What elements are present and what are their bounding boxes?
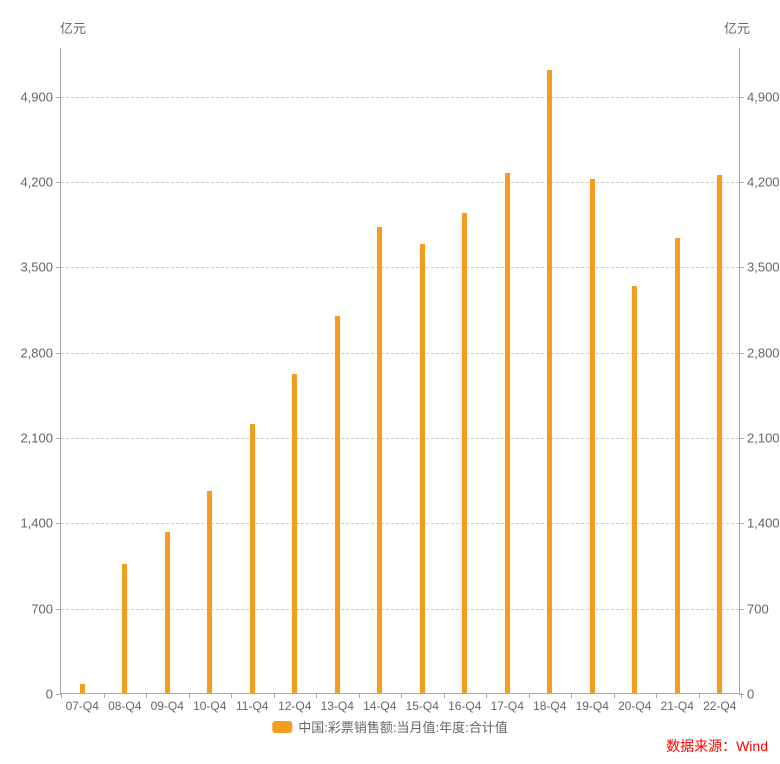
y-tick-label-left: 4,900 (20, 89, 53, 104)
data-source: 数据来源：Wind (666, 736, 768, 756)
bar (165, 532, 170, 693)
x-tick-label: 07-Q4 (66, 699, 99, 713)
x-tick-mark (444, 693, 445, 698)
y-tick-label-right: 4,900 (747, 89, 780, 104)
x-tick-label: 11-Q4 (236, 699, 268, 713)
chart-container: 亿元 亿元 007007001,4001,4002,1002,1002,8002… (0, 0, 780, 764)
y-tick-mark (56, 182, 61, 183)
x-tick-label: 20-Q4 (618, 699, 651, 713)
x-tick-label: 12-Q4 (278, 699, 311, 713)
x-tick-mark (61, 693, 62, 698)
bar (420, 244, 425, 693)
gridline (61, 97, 739, 98)
y-tick-mark (739, 438, 744, 439)
x-tick-mark (401, 693, 402, 698)
bar (207, 491, 212, 693)
y-tick-mark (56, 609, 61, 610)
y-tick-label-right: 3,500 (747, 260, 780, 275)
y-tick-label-left: 700 (31, 601, 53, 616)
y-tick-mark (739, 267, 744, 268)
legend-label: 中国:彩票销售额:当月值:年度:合计值 (298, 717, 507, 736)
bar (675, 238, 680, 693)
bar (292, 374, 297, 693)
y-tick-mark (739, 523, 744, 524)
x-tick-mark (486, 693, 487, 698)
y-tick-label-right: 4,200 (747, 175, 780, 190)
bar (547, 70, 552, 693)
y-tick-label-left: 3,500 (20, 260, 53, 275)
x-tick-mark (274, 693, 275, 698)
y-tick-label-right: 2,800 (747, 345, 780, 360)
x-tick-mark (529, 693, 530, 698)
bar (80, 684, 85, 693)
gridline (61, 609, 739, 610)
bar (717, 175, 722, 693)
y-tick-label-left: 2,800 (20, 345, 53, 360)
y-tick-mark (56, 523, 61, 524)
x-tick-mark (316, 693, 317, 698)
gridline (61, 523, 739, 524)
x-tick-mark (231, 693, 232, 698)
bar (122, 564, 127, 693)
bar (335, 316, 340, 693)
bar (505, 173, 510, 693)
gridline (61, 182, 739, 183)
x-tick-label: 22-Q4 (703, 699, 736, 713)
x-tick-mark (614, 693, 615, 698)
x-tick-mark (571, 693, 572, 698)
x-tick-mark (656, 693, 657, 698)
bar (377, 227, 382, 693)
y-tick-mark (56, 353, 61, 354)
y-tick-mark (56, 97, 61, 98)
y-axis-title-left: 亿元 (60, 18, 86, 37)
bar (250, 424, 255, 693)
y-tick-mark (739, 609, 744, 610)
x-tick-label: 21-Q4 (661, 699, 694, 713)
y-tick-label-left: 0 (46, 687, 53, 702)
x-tick-mark (146, 693, 147, 698)
x-tick-label: 10-Q4 (193, 699, 226, 713)
y-tick-label-left: 2,100 (20, 431, 53, 446)
y-tick-mark (56, 438, 61, 439)
x-tick-label: 15-Q4 (406, 699, 439, 713)
y-tick-mark (739, 182, 744, 183)
x-tick-mark (741, 693, 742, 698)
x-tick-label: 08-Q4 (108, 699, 141, 713)
y-tick-label-left: 4,200 (20, 175, 53, 190)
plot-area: 007007001,4001,4002,1002,1002,8002,8003,… (60, 48, 740, 694)
y-axis-title-right: 亿元 (724, 18, 750, 37)
x-tick-mark (699, 693, 700, 698)
gridline (61, 267, 739, 268)
y-tick-label-right: 0 (747, 687, 754, 702)
x-tick-label: 13-Q4 (321, 699, 354, 713)
x-tick-label: 16-Q4 (448, 699, 481, 713)
y-tick-mark (739, 353, 744, 354)
y-tick-label-right: 700 (747, 601, 769, 616)
bar (632, 286, 637, 693)
x-tick-mark (189, 693, 190, 698)
gridline (61, 353, 739, 354)
legend-swatch (272, 721, 292, 733)
x-tick-mark (104, 693, 105, 698)
y-tick-label-right: 1,400 (747, 516, 780, 531)
x-tick-label: 17-Q4 (491, 699, 524, 713)
legend: 中国:彩票销售额:当月值:年度:合计值 (272, 717, 507, 736)
y-tick-mark (739, 97, 744, 98)
y-tick-mark (56, 267, 61, 268)
gridline (61, 438, 739, 439)
bar (462, 213, 467, 693)
y-tick-label-left: 1,400 (20, 516, 53, 531)
x-tick-label: 18-Q4 (533, 699, 566, 713)
x-tick-label: 19-Q4 (576, 699, 609, 713)
x-tick-label: 09-Q4 (151, 699, 184, 713)
y-tick-label-right: 2,100 (747, 431, 780, 446)
x-tick-mark (359, 693, 360, 698)
x-tick-label: 14-Q4 (363, 699, 396, 713)
bar (590, 179, 595, 693)
